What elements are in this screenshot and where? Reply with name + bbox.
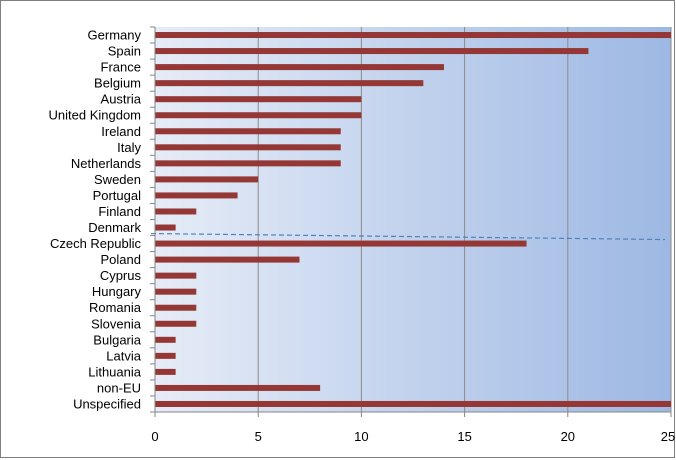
category-label: Unspecified bbox=[73, 396, 141, 411]
bar bbox=[155, 368, 176, 375]
bar bbox=[155, 176, 259, 183]
x-tick-label: 0 bbox=[151, 429, 158, 444]
x-tick-label: 25 bbox=[661, 429, 675, 444]
category-label: Bulgaria bbox=[93, 332, 141, 347]
category-label: Romania bbox=[89, 300, 142, 315]
category-label: Denmark bbox=[88, 220, 141, 235]
category-label: France bbox=[101, 60, 141, 75]
category-label: Italy bbox=[117, 140, 141, 155]
bar bbox=[155, 160, 341, 167]
category-label: Latvia bbox=[106, 348, 141, 363]
x-tick-label: 5 bbox=[255, 429, 262, 444]
plot-area bbox=[155, 27, 671, 412]
bar bbox=[155, 32, 671, 39]
category-label: Lithuania bbox=[88, 364, 142, 379]
category-label: Cyprus bbox=[100, 268, 142, 283]
bar bbox=[155, 256, 300, 263]
category-label: Portugal bbox=[93, 188, 142, 203]
category-label: Austria bbox=[101, 92, 142, 107]
bar bbox=[155, 128, 341, 135]
x-tick-label: 15 bbox=[457, 429, 471, 444]
category-label: non-EU bbox=[97, 380, 141, 395]
category-label: Spain bbox=[108, 44, 141, 59]
bar bbox=[155, 96, 362, 103]
gridlines bbox=[257, 27, 672, 412]
category-label: Czech Republic bbox=[50, 236, 142, 251]
bar bbox=[155, 112, 362, 119]
x-tick-labels: 0 5 10 15 20 25 bbox=[151, 429, 675, 444]
category-label: Finland bbox=[98, 204, 141, 219]
bar bbox=[155, 208, 197, 215]
bar bbox=[155, 288, 197, 295]
category-label: Slovenia bbox=[91, 316, 142, 331]
bar bbox=[155, 48, 589, 55]
axes bbox=[150, 26, 672, 417]
x-tick-label: 20 bbox=[561, 429, 575, 444]
bar bbox=[155, 224, 176, 231]
bars bbox=[155, 32, 671, 407]
category-label: Poland bbox=[101, 252, 141, 267]
bar bbox=[155, 192, 238, 199]
bar bbox=[155, 64, 444, 71]
category-label: Sweden bbox=[94, 172, 141, 187]
category-label: Ireland bbox=[101, 124, 141, 139]
bar bbox=[155, 272, 197, 279]
x-tick-label: 10 bbox=[354, 429, 368, 444]
bar bbox=[155, 352, 176, 359]
category-label: United Kingdom bbox=[49, 108, 142, 123]
category-label: Netherlands bbox=[71, 156, 142, 171]
bar bbox=[155, 144, 341, 151]
category-label: Hungary bbox=[92, 284, 142, 299]
bar bbox=[155, 320, 197, 327]
bar bbox=[155, 80, 424, 87]
bar bbox=[155, 336, 176, 343]
bar bbox=[155, 384, 321, 391]
bar bbox=[155, 400, 671, 407]
bar bbox=[155, 304, 197, 311]
category-label: Belgium bbox=[94, 76, 141, 91]
category-label: Germany bbox=[88, 28, 142, 43]
separator-line bbox=[150, 232, 666, 241]
separator-dashed-line bbox=[150, 232, 666, 241]
bar bbox=[155, 240, 527, 247]
